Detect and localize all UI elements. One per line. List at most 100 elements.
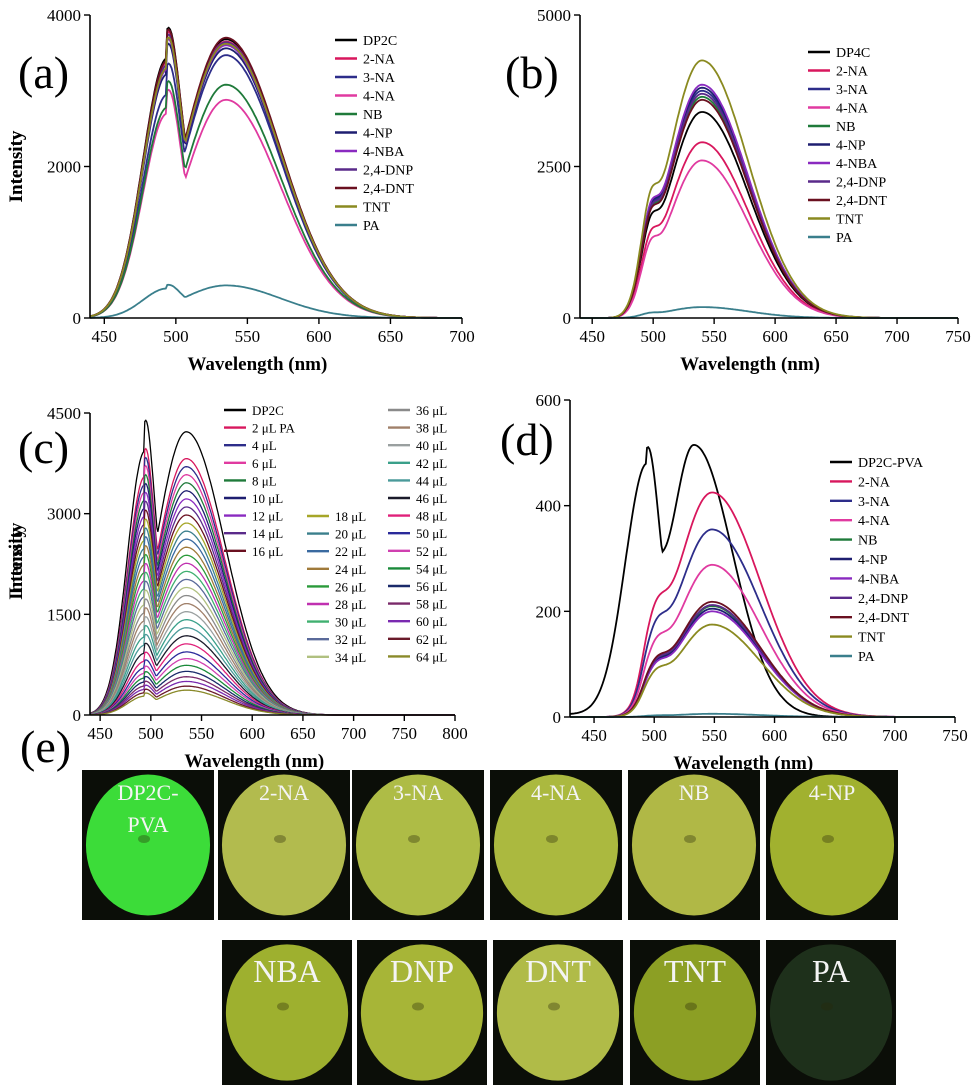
panel-d-x-tick-label: 450 <box>581 726 607 745</box>
film-dimple <box>546 835 558 843</box>
panel-a-curves <box>89 26 462 319</box>
panel-c-x-tick-label: 800 <box>442 724 468 743</box>
panel-a-x-tick-label: 700 <box>449 327 475 346</box>
panel-b: (b)450 500 550 600 650 700 750025005000Wavelen… <box>6 6 971 375</box>
photo-label: DP2C- <box>117 780 178 805</box>
photo-label: 2-NA <box>259 780 309 805</box>
panel-c-y-tick-label: 0 <box>73 706 82 725</box>
photo-tile: 2-NA <box>218 770 350 920</box>
photo-tile: 4-NA <box>490 770 622 920</box>
legend-label: 34 μL <box>335 650 366 665</box>
panel-b-x-tick-label: 450 <box>579 327 605 346</box>
legend-label: PA <box>363 219 381 234</box>
panel-d-y-tick-label: 400 <box>536 497 562 516</box>
legend-label: 38 μL <box>416 421 447 436</box>
panel-b-x-axis-title: Wavelength (nm) <box>680 354 820 375</box>
photo-grid: DP2C- PVA 2-NA 3-NA 4-NA NB 4-NP NBA DNP DNT TNT PA <box>82 770 898 1085</box>
legend-label: 4-NBA <box>858 572 900 587</box>
film-disc <box>631 774 757 916</box>
panel-b-x-tick-label: 500 <box>640 327 666 346</box>
panel-d-x-tick-label: 500 <box>641 726 667 745</box>
legend-label: 24 μL <box>335 562 366 577</box>
panel-c-y-tick-label: 4500 <box>47 404 81 423</box>
legend-label: 64 μL <box>416 649 447 664</box>
film-dimple <box>274 835 286 843</box>
legend-label: 4-NP <box>858 553 888 568</box>
panel-a-legend: DP2C 2-NA 3-NA 4-NA NB 4-NP 4-NBA 2,4-DNP 2,4-DN… <box>335 34 414 234</box>
film-dimple <box>138 835 150 843</box>
legend-label: 20 μL <box>335 527 366 542</box>
panel-c-y-tick-label: 3000 <box>47 505 81 524</box>
legend-label: 28 μL <box>335 597 366 612</box>
legend-label: 10 μL <box>252 491 283 506</box>
panel-a-letter: (a) <box>18 47 69 98</box>
photo-label: NB <box>679 780 710 805</box>
photo-tile: 3-NA <box>352 770 484 920</box>
panel-c-y-axis-title: Intensity <box>6 528 27 600</box>
photo-label: DNT <box>525 953 591 989</box>
legend-label: TNT <box>858 631 886 646</box>
legend-label: 4-NA <box>858 514 891 529</box>
panel-c-x-tick-label: 500 <box>138 724 164 743</box>
legend-label: 50 μL <box>416 526 447 541</box>
legend-label: 2-NA <box>836 65 869 80</box>
panel-c-x-tick-label: 600 <box>239 724 265 743</box>
legend-label: 58 μL <box>416 597 447 612</box>
legend-label: 56 μL <box>416 579 447 594</box>
legend-label: DP4C <box>836 46 870 61</box>
photo-tile: 4-NP <box>766 770 898 920</box>
legend-label: 42 μL <box>416 456 447 471</box>
panel-b-x-tick-label: 550 <box>701 327 727 346</box>
legend-label: 3-NA <box>836 83 869 98</box>
film-disc <box>493 774 619 916</box>
panel-d: (d) 450 500 550 600 650 700 750 0 200 400 600 Wavele… <box>6 391 968 774</box>
panel-c-x-axis-title: Wavelength (nm) <box>184 751 324 772</box>
legend-label: 2 μL PA <box>252 421 295 436</box>
panel-a-y-tick-label: 2000 <box>47 158 81 177</box>
photo-tile: NB <box>628 770 760 920</box>
panel-a-x-axis-title: Wavelength (nm) <box>187 354 327 375</box>
legend-label: 2,4-DNP <box>836 176 886 191</box>
photo-tile: PA <box>766 940 896 1085</box>
panel-b-y-tick-label: 0 <box>563 309 572 328</box>
panel-c-y-tick-label: 1500 <box>47 605 81 624</box>
panel-d-x-tick-label: 750 <box>942 726 968 745</box>
legend-label: 2,4-DNP <box>363 164 413 179</box>
film-dimple <box>412 1002 424 1011</box>
film-disc <box>221 774 347 916</box>
legend-label: 60 μL <box>416 614 447 629</box>
photo-tile: TNT <box>630 940 760 1085</box>
panel-b-y-axis-title: Intensity <box>6 130 27 202</box>
panel-b-y-tick-label: 5000 <box>537 6 571 25</box>
legend-label: 4-NA <box>363 90 396 105</box>
legend-label: PA <box>858 650 876 665</box>
legend-label: 52 μL <box>416 544 447 559</box>
legend-label: NB <box>858 534 877 549</box>
film-disc <box>496 944 620 1081</box>
panel-c-x-tick-label: 750 <box>392 724 418 743</box>
panel-c-x-tick-label: 650 <box>290 724 316 743</box>
panel-d-y-tick-label: 600 <box>536 391 562 410</box>
panel-e-letter: (e) <box>20 721 71 772</box>
legend-label: PA <box>836 231 854 246</box>
panel-a-y-tick-label: 0 <box>73 309 82 328</box>
panel-a-x-tick-label: 600 <box>306 327 332 346</box>
legend-label: 54 μL <box>416 561 447 576</box>
panel-c-x-tick-label: 550 <box>189 724 215 743</box>
legend-label: 40 μL <box>416 438 447 453</box>
photo-tile: DNP <box>357 940 487 1085</box>
legend-label: 48 μL <box>416 509 447 524</box>
legend-label: 6 μL <box>252 456 277 471</box>
film-dimple <box>548 1002 560 1011</box>
film-disc <box>225 944 349 1081</box>
panel-d-y-axis-title: Intensity <box>6 522 27 594</box>
series-line-a-9 <box>89 36 462 319</box>
panel-d-x-tick-label: 600 <box>762 726 788 745</box>
film-dimple <box>277 1002 289 1011</box>
legend-label: 4 μL <box>252 438 277 453</box>
legend-label: 4-NP <box>363 127 393 142</box>
film-dimple <box>821 1002 833 1011</box>
panel-e: (e) DP2C- PVA 2-NA 3-NA 4-NA NB 4-NP NBA DNP DNT T… <box>20 721 898 1085</box>
panel-c-legend: DP2C 2 μL PA 4 μL 6 μL 8 μL 10 μL 12 μL 14 μL 16… <box>224 403 447 665</box>
